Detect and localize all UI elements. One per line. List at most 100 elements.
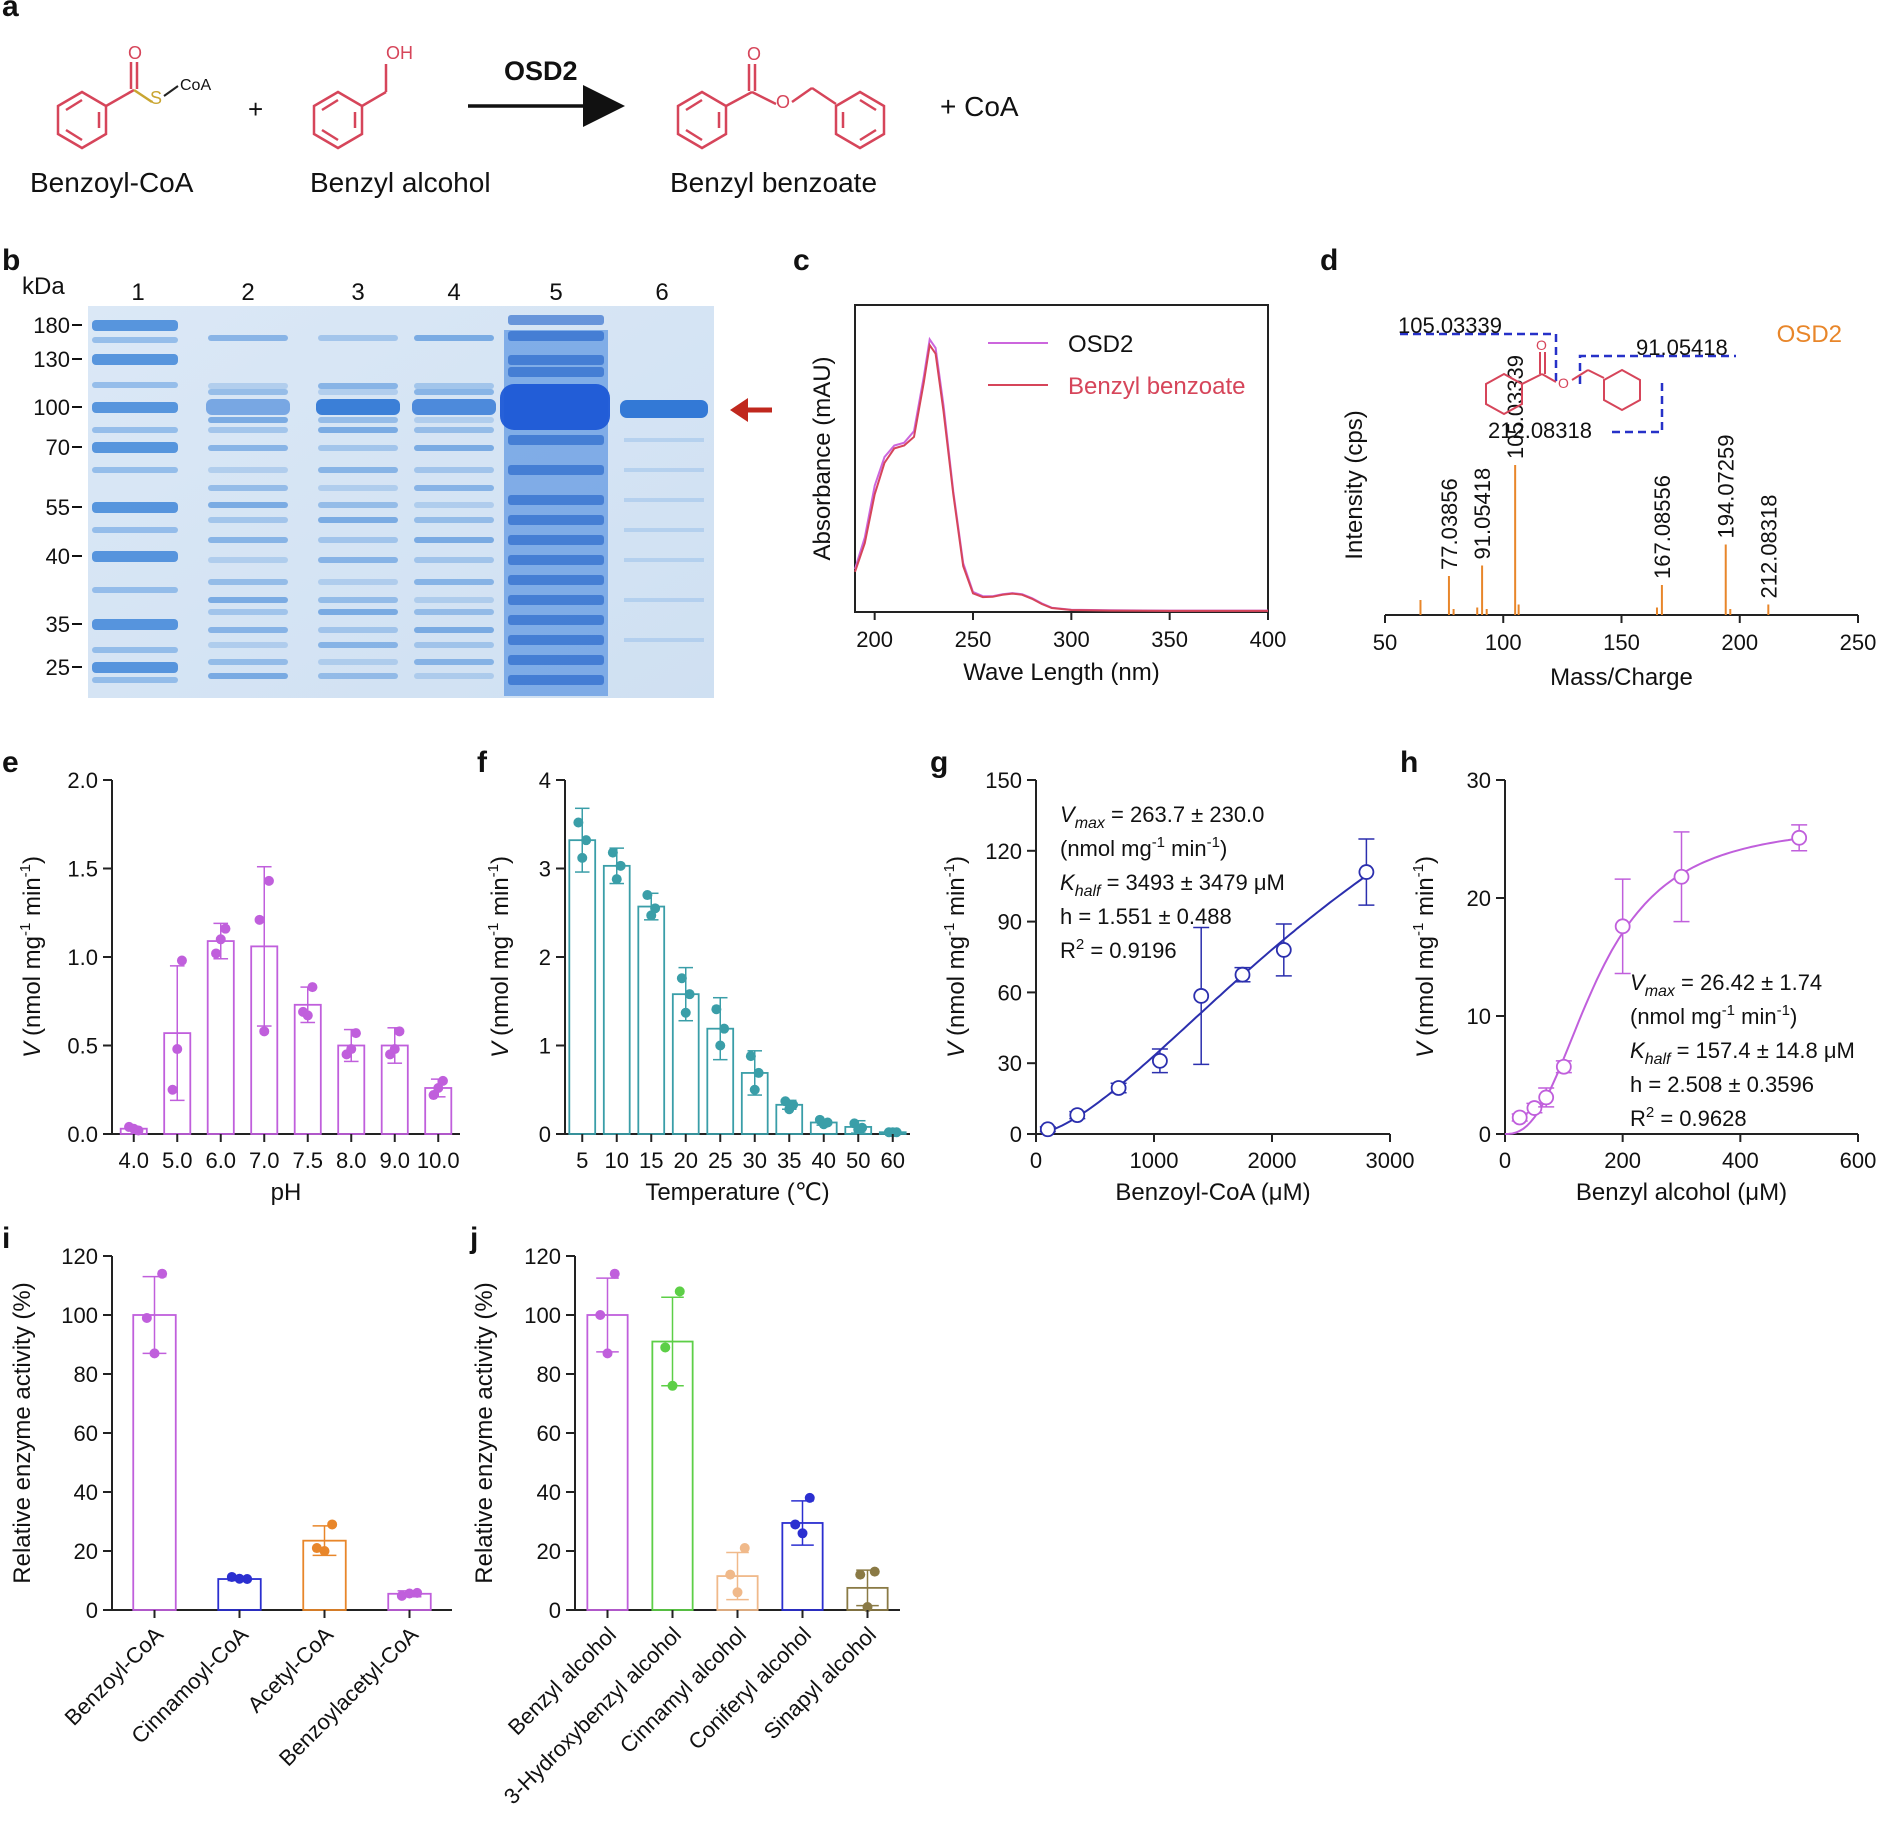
- data-point: [172, 1044, 183, 1055]
- y-axis-unit: (nmol mg: [19, 936, 46, 1036]
- data-point: [1193, 988, 1210, 1004]
- gel-lysate-band: [208, 383, 288, 389]
- data-point: [149, 1348, 160, 1359]
- benzyl-benzoate-structure: [676, 64, 886, 150]
- data-point: [433, 1082, 444, 1093]
- data-point: [1275, 942, 1292, 958]
- substrate2-label: Benzyl alcohol: [310, 167, 491, 198]
- gel-ladder-band: [92, 587, 178, 593]
- data-point: [1069, 1107, 1086, 1124]
- annot-sup: 2: [1646, 1104, 1654, 1121]
- gel-marker-label: 100: [33, 395, 70, 420]
- data-point: [676, 973, 687, 984]
- panel-letter-e: e: [2, 746, 19, 779]
- annot-value: = 3493 ± 3479 μM: [1100, 870, 1284, 895]
- x-category-label: 8.0: [336, 1148, 367, 1173]
- fit-curve: [1041, 874, 1367, 1135]
- gel-lysate-band: [208, 597, 288, 603]
- gel-ladder-band: [92, 662, 178, 673]
- data-point: [302, 1010, 313, 1021]
- gel-lysate-band: [414, 502, 494, 508]
- annot-var: V: [1630, 970, 1647, 995]
- annot-sup: -1: [1152, 834, 1165, 851]
- data-point: [1110, 1080, 1127, 1096]
- annot-hill: h = 2.508 ± 0.3596: [1630, 1072, 1814, 1097]
- data-point: [684, 989, 695, 1000]
- x-category-label: 60: [881, 1148, 905, 1173]
- ms-peak-label: 167.08556: [1650, 475, 1675, 579]
- data-point: [615, 860, 626, 871]
- gel-target-band: [206, 399, 290, 415]
- enzyme-label: OSD2: [504, 56, 578, 86]
- bar: [206, 940, 235, 1135]
- data-point: [327, 1519, 338, 1530]
- gel-purified-faint-band: [624, 498, 704, 502]
- gel-lysate-band: [318, 557, 398, 563]
- x-category-label: 6.0: [205, 1148, 236, 1173]
- y-axis-unit: min: [943, 877, 970, 922]
- gel-panel: kDa 1 2 3 4 5 6 180 130 100 70 55 40 35 25: [22, 273, 772, 698]
- data-point: [234, 1573, 245, 1584]
- gel-lysate-band: [208, 642, 288, 648]
- uv-legend-label: Benzyl benzoate: [1068, 373, 1245, 400]
- uv-x-tick-label: 350: [1151, 627, 1188, 652]
- y-tick-label: 60: [74, 1421, 98, 1446]
- x-category-label: 35: [777, 1148, 801, 1173]
- data-point: [680, 1007, 691, 1018]
- ms-x-tick-label: 50: [1373, 630, 1397, 655]
- atom-carbonyl-o-label: O: [747, 44, 761, 64]
- y-tick-label: 120: [985, 839, 1022, 864]
- gel-lysate-band: [318, 517, 398, 523]
- gel-marker-label: 25: [46, 655, 70, 680]
- y-tick-label: 0: [1010, 1122, 1022, 1147]
- gel-lysate-band: [414, 485, 494, 491]
- gel-ladder-band: [92, 442, 178, 453]
- x-tick-label: 0: [1030, 1148, 1042, 1173]
- data-point: [674, 1286, 685, 1297]
- data-point: [595, 1310, 606, 1320]
- y-tick-label: 150: [985, 768, 1022, 793]
- data-point: [1614, 918, 1631, 935]
- gel-lysate-band: [318, 597, 398, 603]
- data-point: [242, 1574, 253, 1585]
- gel-lysate-band: [414, 427, 494, 433]
- ms-benzyl-benzoate-structure: [1485, 352, 1641, 416]
- bar: [637, 905, 666, 1135]
- reaction-scheme: O S CoA Benzoyl-CoA + OH Benzyl alcohol …: [30, 43, 1019, 198]
- uv-legend-label: OSD2: [1068, 331, 1133, 358]
- x-tick-label: 0: [1499, 1148, 1511, 1173]
- y-tick-label: 80: [74, 1362, 98, 1387]
- x-category-label: 4.0: [118, 1148, 149, 1173]
- ms-bond: [1587, 369, 1605, 379]
- gel-lane5-band: [508, 575, 604, 585]
- annot-r2-part: = 0.9628: [1654, 1106, 1746, 1131]
- gel-lysate-band: [414, 627, 494, 633]
- data-point: [259, 1026, 270, 1037]
- benzoyl-coa-structure: [56, 62, 139, 150]
- x-category-label: 5: [576, 1148, 588, 1173]
- data-point: [1673, 868, 1690, 885]
- y-tick-label: 100: [61, 1303, 98, 1328]
- ms-y-axis-title: Intensity (cps): [1341, 410, 1368, 559]
- gel-lysate-band: [208, 517, 288, 523]
- acyl-donor-specificity-panel: 020406080100120Benzoyl-CoACinnamoyl-CoAA…: [9, 1244, 452, 1771]
- annot-sup: 2: [1076, 936, 1084, 953]
- y-tick-label: 1.0: [67, 945, 98, 970]
- ms-peak-label: 212.08318: [1756, 495, 1781, 599]
- x-tick-label: 3000: [1366, 1148, 1415, 1173]
- panel-letter-j: j: [469, 1222, 478, 1255]
- gel-marker-labels: 180 130 100 70 55 40 35 25: [33, 313, 82, 680]
- gel-lysate-band: [208, 537, 288, 543]
- gel-lane5-band: [508, 495, 604, 505]
- data-point: [1511, 1109, 1528, 1126]
- annot-var: V: [1060, 802, 1077, 827]
- ms-atom-o: O: [1536, 337, 1547, 353]
- y-axis-title: Relative enzyme activity (%): [9, 1282, 36, 1583]
- gel-ladder-band: [92, 354, 178, 365]
- gel-ladder-band: [92, 382, 178, 388]
- gel-lane5-band: [508, 635, 604, 645]
- gel-lysate-band: [208, 609, 288, 615]
- gel-lysate-band: [414, 642, 494, 648]
- data-point: [157, 1268, 168, 1279]
- gel-lysate-band: [318, 427, 398, 433]
